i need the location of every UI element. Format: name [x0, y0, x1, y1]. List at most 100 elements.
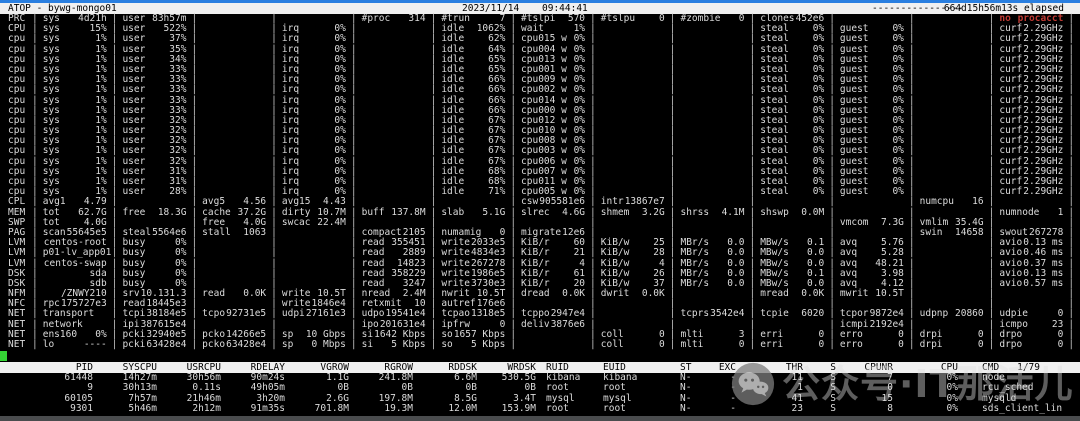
process-cell-usrcpu: 0.11s: [192, 382, 221, 394]
row-label: cpu: [8, 155, 26, 167]
stat-user: | user 32%: [111, 135, 187, 147]
stat-irq: | irq 0%: [271, 63, 346, 75]
stat-empty: |: [191, 33, 198, 45]
row-label: cpu: [8, 165, 26, 177]
stat-empty: |: [908, 165, 915, 177]
process-cell-vgrow: 701.8M: [314, 402, 349, 414]
row-end-pipe: |: [1068, 308, 1075, 320]
stat-empty: |: [669, 125, 676, 137]
stat-empty: |: [590, 308, 596, 320]
row-end-pipe: |: [1068, 13, 1075, 24]
stat-empty: |: [908, 94, 915, 106]
stat-empty: |: [669, 94, 676, 106]
row-label: cpu: [8, 74, 26, 86]
stat-steal: | steal 0%: [749, 114, 825, 126]
stat-empty: |: [829, 196, 835, 208]
stat-steal: | steal 0%: [749, 135, 825, 147]
stat-empty: |: [669, 155, 676, 167]
process-row-9301[interactable]: 9301 5h46m 2h12m 91m35s 701.8M 19.3M 12.0M 153.…: [0, 402, 1080, 414]
stat-compact: | compact 2105: [350, 226, 426, 238]
stat-steal: | steal 0%: [749, 74, 825, 86]
stat-empty: |: [669, 216, 676, 228]
atop-header-bar: ATOP - bywg-mongo01 2023/11/14 09:44:41 …: [0, 3, 1080, 14]
process-cell-euid: root: [603, 402, 626, 414]
stat-dwrit: | dwrit 0.0K: [590, 288, 665, 300]
stat-cpu012 w: | cpu012 w 0%: [510, 114, 586, 126]
stat-curf: | curf 2.29GHz: [988, 33, 1064, 45]
stat-erro: | erro 0: [829, 328, 904, 340]
stat-avg15: | avg15 4.43: [271, 196, 346, 208]
stat-idle: | idle 71%: [430, 186, 506, 198]
atop-row-cpu-6: cpu | sys 1% | user 33% | | irq 0% | | idle 66% | cpu009…: [0, 74, 1080, 86]
stat-swout: | swout 267278: [988, 226, 1064, 238]
stat-empty: |: [669, 74, 676, 86]
stat-empty: |: [749, 216, 756, 228]
stat-empty: |: [829, 226, 835, 238]
process-cell-wrdsk: 0B: [524, 382, 536, 394]
stat-empty: |: [350, 74, 357, 86]
stat-guest: | guest 0%: [829, 135, 904, 147]
stat-empty: |: [590, 84, 596, 96]
stat-empty: |: [908, 114, 915, 126]
stat-user: | user 32%: [111, 114, 187, 126]
stat-so: | so 1657 Kbps: [430, 328, 506, 340]
stat-empty: |: [908, 63, 915, 75]
stat-empty: |: [191, 186, 198, 198]
stat-cpu010 w: | cpu010 w 0%: [510, 125, 586, 137]
process-row-60105[interactable]: 60105 7h57m 21h46m 3h20m 2.6G 197.8M 8.5G 3.4T m…: [0, 392, 1080, 404]
process-row-61448[interactable]: 61448 14h27m 30h56m 90m24s 1.1G 241.8M 6.6M 530…: [0, 372, 1080, 383]
stat-KiB/r: | KiB/r 20: [510, 277, 586, 289]
stat-srv: | srv 10.131.3: [111, 288, 187, 300]
stat-empty: |: [510, 216, 517, 228]
stat-MBw/s: | MBw/s 0.0: [749, 277, 825, 289]
stat-irq: | irq 0%: [271, 176, 346, 187]
stat-sys: | sys 1%: [32, 74, 107, 86]
stat-empty: |: [191, 114, 198, 126]
stat-empty: |: [191, 237, 198, 249]
atop-row-net-32: NET | lo ---- | pcki 63428e4 | pcko 63428e4 | sp 0 M…: [0, 339, 1080, 350]
stat-udpie: | udpie 0: [988, 308, 1064, 320]
stat-sys: | sys 4d21h: [32, 13, 107, 24]
page-indicator: 1/79: [1017, 362, 1040, 373]
stat-erri: | erri 0: [749, 339, 825, 350]
stat-free: | free 18.3G: [111, 206, 187, 218]
stat-guest: | guest 0%: [829, 176, 904, 187]
stat-curf: | curf 2.29GHz: [988, 135, 1064, 147]
stat-#tslpi: | #tslpi 570: [510, 13, 586, 24]
process-cmd: sds_client_lin: [982, 402, 1063, 414]
stat-curf: | curf 2.29GHz: [988, 114, 1064, 126]
process-row-9[interactable]: 9 30h13m 0.11s 49h05m 0B 0B 0B 0B root root N- -1 S 0…: [0, 382, 1080, 394]
row-label: NFM: [8, 288, 26, 300]
row-end-pipe: |: [1068, 339, 1075, 350]
process-cmd: mysqld: [982, 392, 1017, 404]
stat-write: | write 3730e3: [430, 277, 506, 289]
stat-empty: |: [350, 165, 357, 177]
process-cell-rgrow: 19.3M: [384, 402, 413, 414]
process-cell-usrcpu: 21h46m: [186, 392, 221, 404]
row-label: NET: [8, 318, 26, 330]
stat-cpu013 w: | cpu013 w 0%: [510, 53, 586, 65]
stat-empty: |: [350, 53, 357, 65]
stat-empty: |: [590, 165, 596, 177]
atop-row-cpu-14: cpu | sys 1% | user 32% | | irq 0% | | idle 67% | cpu006…: [0, 155, 1080, 167]
header-date: 2023/11/14: [462, 3, 520, 14]
stat-empty: |: [669, 63, 676, 75]
stat-idle: | idle 67%: [430, 155, 506, 167]
stat-read: | read 358229: [350, 267, 426, 279]
stat-avg1: | avg1 4.79: [32, 196, 107, 208]
stat-ipfrw: | ipfrw 0: [430, 318, 506, 330]
stat-empty: |: [590, 135, 596, 147]
terminal-cursor[interactable]: [0, 351, 7, 361]
row-label: CPU: [8, 23, 26, 35]
stat-steal: | steal 5564e6: [111, 226, 187, 238]
stat-so: | so 5 Kbps: [430, 339, 506, 350]
stat-user: | user 34%: [111, 53, 187, 65]
stat-pcko: | pcko 14266e5: [191, 328, 267, 340]
row-label: MEM: [8, 206, 26, 218]
stat-empty: |: [590, 104, 596, 116]
row-end-pipe: |: [1068, 53, 1075, 65]
stat-empty: |: [908, 247, 915, 259]
stat-empty: |: [191, 247, 198, 259]
atop-row-dsk-25: DSK | sda | busy 0% | | | read 358229 | write 1986e5 |…: [0, 267, 1080, 279]
